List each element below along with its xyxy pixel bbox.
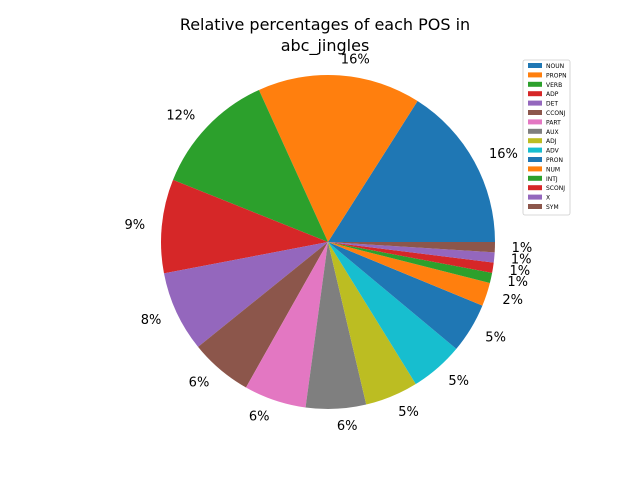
chart-title-line-2: abc_jingles bbox=[281, 36, 370, 56]
pct-label-adv: 5% bbox=[448, 374, 469, 389]
legend-label-cconj: CCONJ bbox=[546, 110, 566, 117]
pie-slice-noun bbox=[328, 101, 495, 242]
legend-label-propn: PROPN bbox=[546, 72, 567, 79]
pie-slice-x bbox=[328, 242, 495, 263]
pct-label-verb: 12% bbox=[166, 109, 195, 124]
pie-slice-num bbox=[328, 242, 490, 306]
legend-swatch-x bbox=[528, 194, 542, 200]
pie-slice-verb bbox=[173, 89, 328, 242]
pie-slice-aux bbox=[305, 242, 367, 409]
legend-label-adj: ADJ bbox=[546, 138, 557, 145]
pct-label-aux: 6% bbox=[337, 419, 358, 434]
legend-swatch-propn bbox=[528, 72, 542, 78]
legend-swatch-noun bbox=[528, 63, 542, 68]
pie-slice-adv bbox=[328, 242, 457, 385]
pie-slice-sym bbox=[328, 242, 495, 253]
pie-slice-det bbox=[163, 242, 328, 347]
pie-slices bbox=[160, 74, 495, 409]
chart-title-line-1: Relative percentages of each POS in bbox=[180, 15, 470, 34]
legend-label-adp: ADP bbox=[546, 91, 559, 98]
pie-slice-sconj bbox=[328, 242, 494, 273]
legend-swatch-intj bbox=[528, 175, 542, 181]
pie-labels: 16%16%12%9%8%6%6%6%5%5%5%2%1%1%1%1% bbox=[125, 52, 533, 434]
legend-label-num: NUM bbox=[546, 166, 560, 173]
legend-swatch-verb bbox=[528, 81, 542, 87]
legend-swatch-pron bbox=[528, 157, 542, 162]
pie-slice-pron bbox=[328, 242, 483, 349]
pct-label-pron: 5% bbox=[485, 330, 506, 345]
pct-label-propn: 16% bbox=[341, 52, 370, 67]
pct-label-intj: 1% bbox=[507, 275, 528, 290]
legend-swatch-num bbox=[528, 166, 542, 172]
pct-label-adp: 9% bbox=[125, 218, 146, 233]
legend-swatch-sym bbox=[528, 204, 542, 209]
legend-label-verb: VERB bbox=[546, 82, 562, 89]
legend-label-adv: ADV bbox=[546, 148, 560, 155]
pct-label-x: 1% bbox=[511, 253, 532, 268]
pie-slice-part bbox=[246, 242, 328, 408]
pct-label-cconj: 6% bbox=[189, 376, 210, 391]
legend-label-sconj: SCONJ bbox=[546, 185, 565, 192]
pie-slice-adj bbox=[328, 242, 416, 405]
pie-slice-cconj bbox=[198, 242, 328, 388]
pct-label-num: 2% bbox=[502, 293, 523, 308]
legend-label-intj: INTJ bbox=[546, 176, 558, 183]
pie-slice-propn bbox=[258, 74, 418, 243]
pct-label-det: 8% bbox=[141, 313, 162, 328]
legend-swatch-adp bbox=[528, 91, 542, 97]
pct-label-adj: 5% bbox=[398, 405, 419, 420]
pct-label-sconj: 1% bbox=[510, 264, 531, 279]
pct-label-part: 6% bbox=[249, 410, 270, 425]
legend-swatch-aux bbox=[528, 128, 542, 134]
legend-label-det: DET bbox=[546, 101, 558, 108]
legend-label-part: PART bbox=[546, 119, 561, 126]
legend-swatch-adj bbox=[528, 138, 542, 144]
legend-label-aux: AUX bbox=[546, 129, 559, 136]
pie-slice-adp bbox=[160, 179, 328, 274]
pct-label-sym: 1% bbox=[512, 241, 533, 256]
legend-label-sym: SYM bbox=[546, 204, 559, 211]
pct-label-noun: 16% bbox=[489, 147, 518, 162]
legend-label-noun: NOUN bbox=[546, 63, 564, 70]
legend-label-pron: PRON bbox=[546, 157, 563, 164]
legend-swatch-det bbox=[528, 100, 542, 106]
legend-swatch-cconj bbox=[528, 110, 542, 115]
pie-slice-intj bbox=[328, 242, 493, 284]
legend: NOUN PROPN VERB ADP DET CCONJ PART AUX ADJ ADV PRO… bbox=[522, 59, 571, 216]
legend-swatch-part bbox=[528, 119, 542, 125]
legend-label-x: X bbox=[546, 195, 550, 202]
legend-swatch-adv bbox=[528, 147, 542, 153]
legend-swatch-sconj bbox=[528, 185, 542, 191]
